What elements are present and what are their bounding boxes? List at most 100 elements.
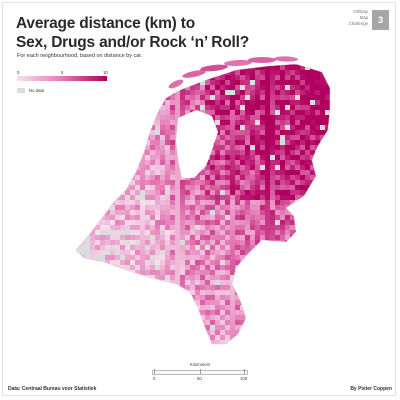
- region-cell: [80, 280, 86, 286]
- region-cell: [190, 64, 196, 66]
- region-cell: [260, 100, 266, 106]
- region-cell: [170, 335, 176, 341]
- region-cell: [220, 210, 226, 216]
- region-cell: [135, 270, 141, 276]
- region-cell: [100, 120, 106, 126]
- region-cell: [110, 75, 116, 81]
- region-cell: [270, 215, 276, 221]
- region-cell: [120, 80, 126, 86]
- region-cell: [120, 70, 126, 76]
- region-cell: [135, 140, 141, 146]
- region-cell: [150, 300, 156, 306]
- region-cell: [100, 85, 106, 91]
- region-cell: [76, 295, 81, 301]
- region-cell: [115, 135, 121, 141]
- region-cell: [170, 64, 176, 66]
- region-cell: [205, 300, 211, 306]
- region-cell: [100, 230, 106, 236]
- region-cell: [110, 140, 116, 146]
- region-cell: [290, 110, 296, 116]
- region-cell: [290, 140, 296, 146]
- region-cell: [190, 275, 196, 281]
- region-cell: [330, 120, 335, 125]
- region-cell: [175, 320, 181, 326]
- region-cell: [265, 200, 271, 206]
- region-cell: [240, 180, 246, 186]
- region-cell: [270, 300, 276, 306]
- region-cell: [135, 240, 141, 246]
- region-cell: [135, 85, 141, 91]
- region-cell: [265, 145, 271, 151]
- region-cell: [145, 250, 151, 256]
- region-cell: [90, 285, 96, 291]
- region-cell: [310, 210, 316, 216]
- region-cell: [205, 110, 211, 116]
- region-cell: [80, 65, 86, 71]
- region-cell: [100, 100, 106, 106]
- region-cell: [160, 240, 166, 246]
- region-cell: [330, 320, 335, 325]
- region-cell: [250, 180, 256, 186]
- region-cell: [140, 105, 146, 111]
- region-cell: [200, 265, 206, 271]
- region-cell: [265, 310, 271, 316]
- region-cell: [125, 70, 131, 76]
- region-cell: [195, 325, 201, 331]
- region-cell: [125, 220, 131, 226]
- region-cell: [305, 105, 311, 111]
- region-cell: [250, 285, 256, 291]
- region-cell: [305, 200, 311, 206]
- region-cell: [165, 80, 171, 86]
- region-cell: [285, 105, 291, 111]
- region-cell: [180, 100, 186, 106]
- region-cell: [120, 64, 126, 66]
- region-cell: [100, 255, 106, 261]
- region-cell: [120, 280, 126, 286]
- region-cell: [295, 330, 301, 336]
- region-cell: [85, 340, 91, 344]
- region-cell: [325, 64, 330, 66]
- region-cell: [145, 85, 151, 91]
- region-cell: [90, 320, 96, 326]
- region-cell: [80, 80, 86, 86]
- region-cell: [185, 215, 191, 221]
- region-cell: [80, 110, 86, 116]
- region-cell: [135, 290, 141, 296]
- region-cell: [160, 170, 166, 176]
- region-cell: [90, 325, 96, 331]
- region-cell: [335, 280, 340, 285]
- region-cell: [90, 165, 96, 171]
- region-cell: [330, 125, 335, 130]
- region-cell: [275, 260, 281, 266]
- region-cell: [125, 110, 131, 116]
- region-cell: [95, 75, 101, 81]
- region-cell: [325, 150, 330, 156]
- region-cell: [95, 105, 101, 111]
- region-cell: [290, 195, 296, 201]
- region-cell: [305, 240, 311, 246]
- region-cell: [70, 140, 75, 145]
- region-cell: [320, 170, 326, 176]
- region-cell: [270, 325, 276, 331]
- region-cell: [335, 245, 340, 250]
- region-cell: [265, 285, 271, 291]
- region-cell: [295, 190, 301, 196]
- scale-label-0: 0: [153, 376, 156, 381]
- region-cell: [300, 135, 306, 141]
- region-cell: [235, 340, 241, 344]
- region-cell: [140, 200, 146, 206]
- region-cell: [190, 330, 196, 336]
- region-cell: [110, 325, 116, 331]
- region-cell: [245, 345, 250, 350]
- region-cell: [105, 280, 111, 286]
- region-cell: [260, 70, 266, 76]
- region-cell: [105, 185, 111, 191]
- region-cell: [215, 340, 221, 344]
- region-cell: [145, 100, 151, 106]
- region-cell: [285, 95, 291, 101]
- region-cell: [225, 330, 231, 336]
- region-cell: [165, 315, 171, 321]
- region-cell: [155, 70, 161, 76]
- region-cell: [100, 315, 106, 321]
- region-cell: [255, 270, 261, 276]
